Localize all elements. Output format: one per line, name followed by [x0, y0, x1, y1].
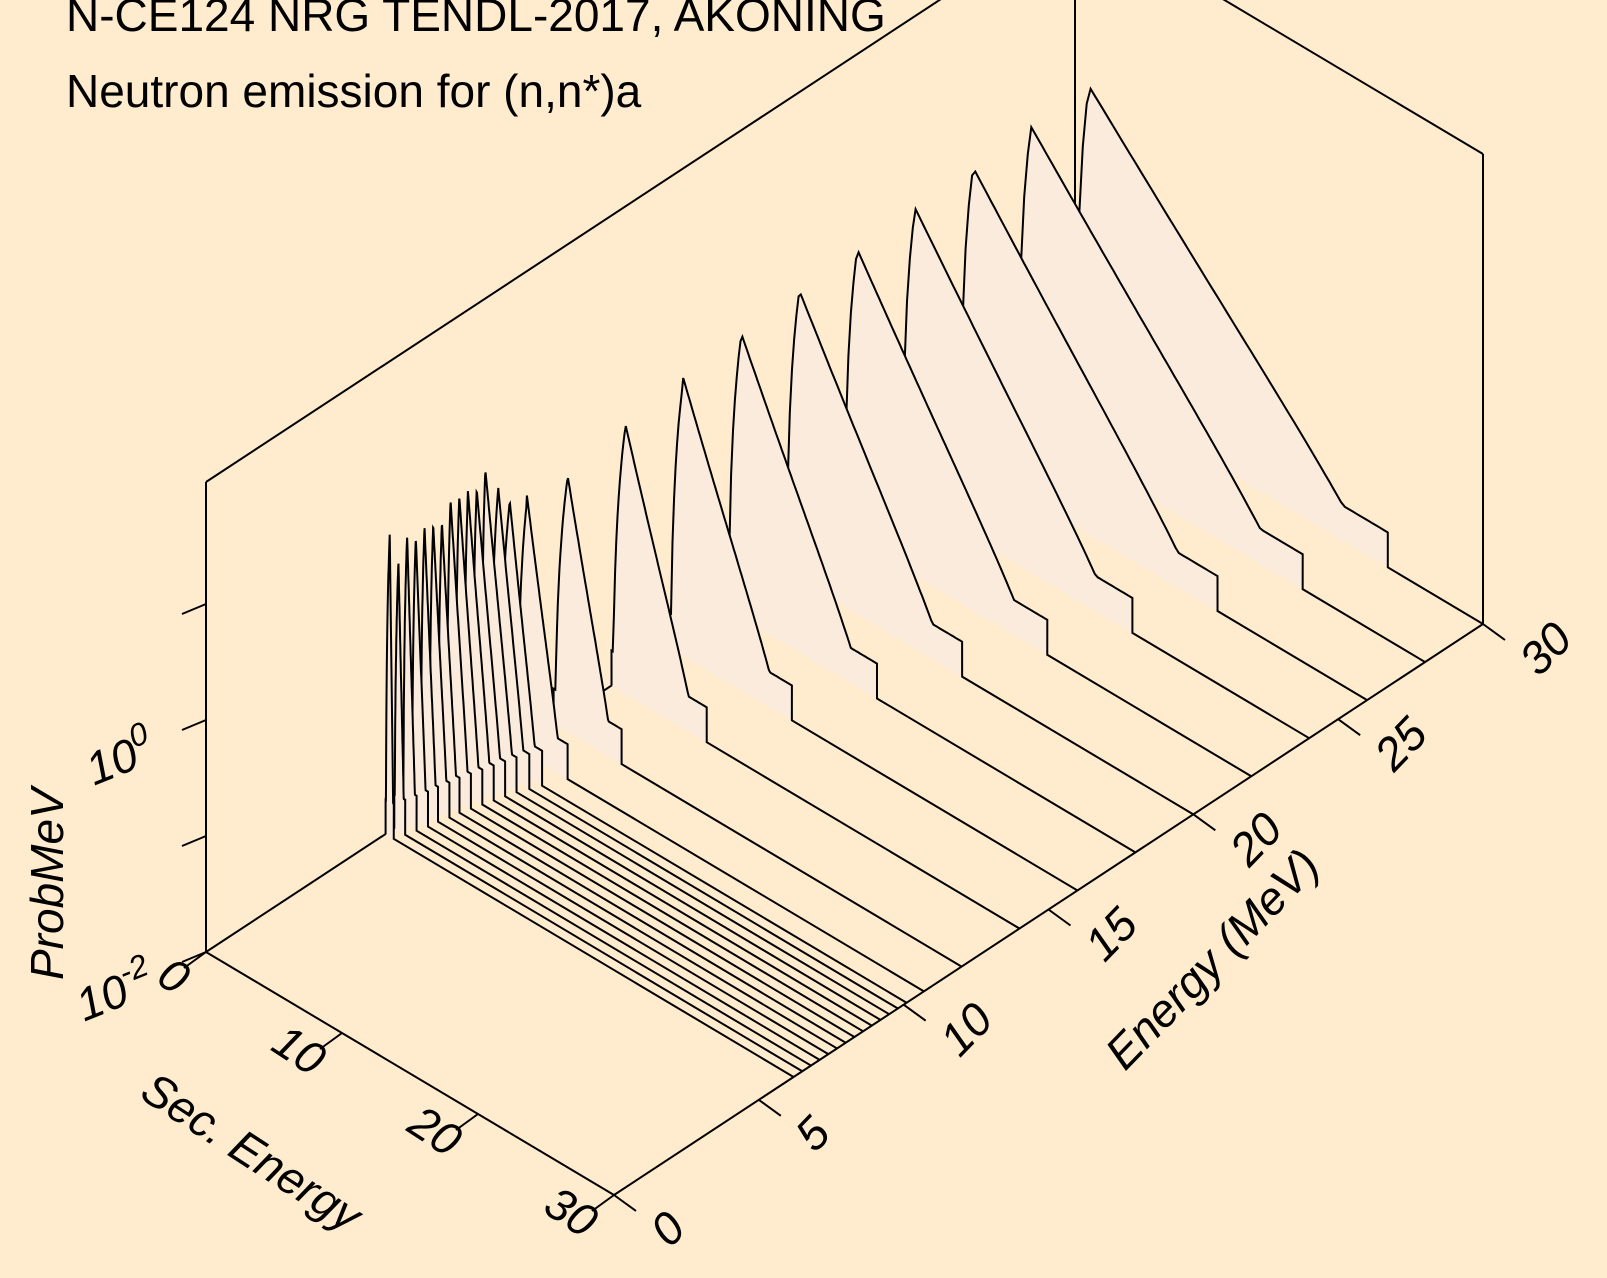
back-top-edge	[205, 0, 942, 483]
spectrum-line	[784, 292, 1194, 816]
y-tick-label: 5	[785, 1106, 840, 1161]
spectrum-line	[480, 472, 890, 1016]
spectrum-line	[401, 537, 812, 1067]
x-tick-label: 30	[536, 1176, 608, 1248]
x-axis-line	[205, 951, 615, 1196]
spectrum-line	[454, 498, 864, 1033]
spectrum-fill	[1017, 127, 1303, 590]
spectrum-line	[958, 169, 1368, 701]
spectrum-line	[842, 249, 1252, 778]
x-tick	[591, 1194, 615, 1212]
y-tick	[1337, 718, 1361, 736]
spectrum-line	[497, 500, 908, 1004]
z-tick	[181, 951, 207, 963]
spectrum-line	[419, 528, 829, 1056]
spectrum-fill	[785, 294, 963, 677]
x-tick-label: 10	[264, 1014, 336, 1086]
spectrum-line	[488, 487, 899, 1010]
y-tick-label: 10	[929, 992, 1002, 1065]
y-tick-label: 0	[640, 1201, 695, 1256]
spectrum-line	[726, 333, 1136, 854]
z-tick-label: 10-2	[66, 946, 162, 1031]
curves-group	[384, 86, 1484, 1078]
spectrum-line	[1016, 124, 1426, 663]
spectrum-line	[462, 491, 873, 1027]
spectrum-fill	[727, 336, 877, 699]
spectrum-line	[514, 495, 925, 993]
z-tick	[181, 835, 207, 847]
y-tick	[1047, 908, 1072, 927]
spectrum-fill	[1075, 88, 1388, 568]
spectrum-line	[552, 477, 963, 968]
spectrum-fill	[611, 426, 707, 743]
y-tick-label: 30	[1509, 612, 1582, 685]
spectrum-line	[445, 502, 855, 1038]
spectrum-line	[427, 524, 838, 1050]
y-tick	[1482, 623, 1506, 641]
spectrum-line	[384, 534, 795, 1078]
x-tick	[183, 951, 207, 969]
x-tick-label: 0	[149, 947, 199, 1005]
spectrum-line	[668, 377, 1078, 892]
spectrum-line	[436, 524, 847, 1044]
spectrum-line	[410, 540, 821, 1061]
y-axis-label: Energy (MeV)	[1095, 839, 1330, 1079]
y-tick	[758, 1099, 782, 1117]
spectrum-fill	[959, 171, 1218, 612]
spectrum-line	[471, 488, 882, 1021]
spectrum-line	[900, 205, 1310, 740]
z-axis-label: ProbMeV	[21, 784, 73, 980]
spectrum-line	[610, 425, 1021, 930]
chart-title: N-CE124 NRG TENDL-2017, AKONING	[66, 0, 886, 41]
chart-subtitle: Neutron emission for (n,n*)a	[66, 65, 642, 117]
x-tick	[319, 1032, 343, 1050]
spectrum-fill	[553, 478, 622, 765]
y-tick	[613, 1194, 637, 1212]
y-tick-label: 15	[1074, 897, 1147, 970]
y-tick-label: 25	[1363, 707, 1437, 781]
x-tick	[455, 1113, 479, 1131]
z-tick-label: 100	[76, 714, 162, 795]
spectrum-line	[1074, 86, 1484, 625]
back-right-top-edge	[1222, 0, 1484, 155]
y-tick	[1192, 813, 1216, 832]
z-tick	[181, 603, 207, 615]
y-tick	[903, 1003, 927, 1022]
spectrum-line	[393, 563, 803, 1073]
spectrum-fill	[669, 378, 792, 721]
x-axis-label: Sec. Energy	[133, 1062, 374, 1244]
x-tick-label: 20	[399, 1094, 471, 1166]
z-tick	[181, 719, 207, 731]
